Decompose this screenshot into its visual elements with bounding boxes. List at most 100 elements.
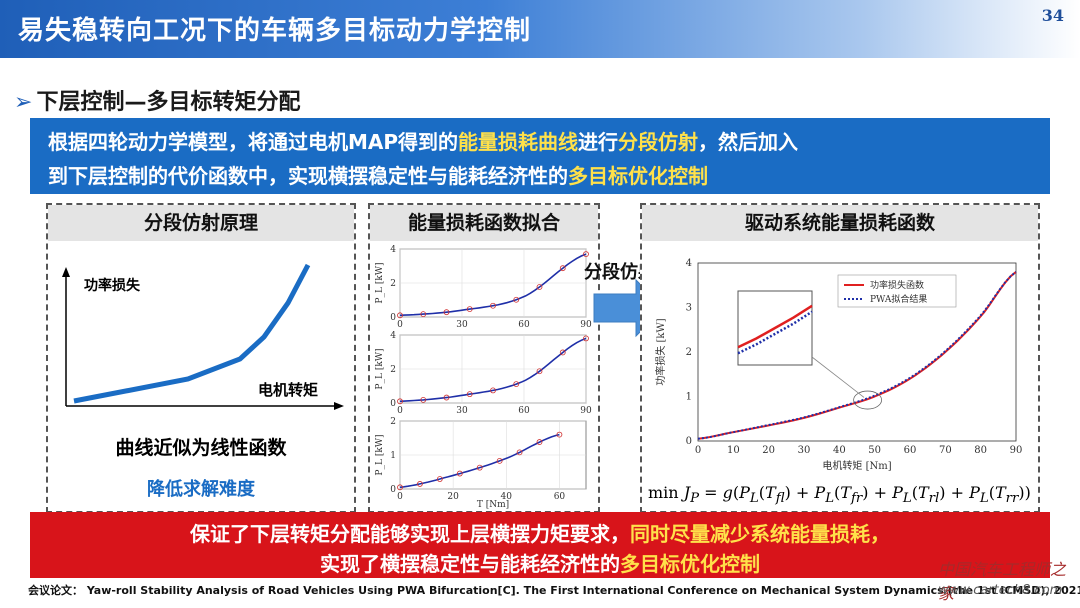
watermark-url: www.cartech8.com [938, 583, 1063, 598]
data-point [513, 381, 520, 388]
watermark-text: 中国汽车工程师之家 [938, 560, 1067, 603]
citation: 会议论文： Yaw-roll Stability Analysis of Roa… [28, 584, 1080, 597]
pwa-fit-line [697, 271, 1017, 440]
y-tick-label: 2 [390, 365, 396, 375]
data-point [456, 470, 463, 477]
x-tick-label: 0 [695, 445, 701, 456]
panel-title: 分段仿射原理 [48, 205, 354, 241]
x-tick-label: 20 [447, 492, 459, 502]
data-point [417, 481, 423, 487]
y-tick-label: 4 [390, 331, 396, 341]
title-bar [0, 0, 1080, 58]
x-tick-label: 70 [939, 445, 952, 456]
x-tick-label: 0 [397, 492, 403, 502]
data-point [513, 296, 520, 303]
y-axis-label: P_L [kW] [375, 434, 385, 475]
x-tick-label: 30 [456, 320, 468, 330]
x-tick-label: 60 [554, 492, 566, 502]
data-point [466, 391, 473, 398]
summary-line-2: 到下层控制的代价函数中，实现横摆稳定性与能耗经济性的多目标优化控制 [48, 160, 708, 189]
data-point [556, 431, 563, 438]
data-point [397, 484, 403, 491]
y-tick-label: 2 [390, 417, 396, 427]
panel-drive-loss: 驱动系统能量损耗函数 0 1 2 3 4 0 10 20 30 40 50 60 70 80 90 功率损失函… [640, 203, 1040, 513]
x-tick-label: 50 [868, 445, 881, 456]
zoom-fit-line [737, 310, 813, 355]
panel-pwa-principle: 分段仿射原理 功率损失 电机转矩 曲线近似为线性函数 降低求解难度 [46, 203, 356, 513]
panel-loss-fit: 能量损耗函数拟合 0 2 4 0 30 60 90 P_L [kW] 0 2 4 0 30 60 90 P_L… [368, 203, 600, 513]
section-title: 下层控制—多目标转矩分配 [36, 90, 301, 115]
zoom-pointer [811, 356, 865, 398]
conclusion-highlight: 多目标优化控制 [620, 552, 760, 576]
data-point [466, 306, 473, 313]
x-axis-label: 电机转矩 [258, 381, 319, 399]
x-tick-label: 40 [833, 445, 846, 456]
y-axis-label: P_L [kW] [375, 262, 385, 303]
conclusion-text: 保证了下层转矩分配能够实现上层横摆力矩要求， [190, 522, 630, 546]
data-point [496, 457, 503, 464]
x-tick-label: 0 [397, 320, 403, 330]
y-tick-label: 2 [686, 347, 692, 358]
y-axis-label: 功率损失 [84, 278, 140, 294]
x-tick-label: 40 [501, 492, 513, 502]
data-point [443, 309, 450, 316]
y-tick-label: 0 [390, 485, 396, 495]
y-tick-label: 1 [686, 392, 692, 403]
x-tick-label: 60 [518, 320, 530, 330]
slide-title: 易失稳转向工况下的车辆多目标动力学控制 [18, 16, 532, 46]
x-tick-label: 80 [974, 445, 987, 456]
x-tick-label: 10 [727, 445, 740, 456]
data-point [536, 368, 543, 375]
y-axis-label: P_L [kW] [375, 348, 385, 389]
conclusion-line-2: 实现了横摆稳定性与能耗经济性的多目标优化控制 [30, 548, 1050, 577]
summary-text: 到下层控制的代价函数中，实现横摆稳定性与能耗经济性的 [48, 164, 568, 188]
legend-box [837, 274, 957, 308]
fit-line [399, 253, 587, 317]
x-tick-label: 90 [580, 406, 592, 416]
data-point [583, 335, 589, 342]
legend-label: PWA拟合结果 [870, 293, 927, 305]
y-tick-label: 1 [390, 451, 396, 461]
x-tick-label: 20 [762, 445, 775, 456]
y-tick-label: 0 [390, 313, 396, 323]
fit-line [399, 433, 560, 489]
x-tick-label: 90 [1010, 445, 1023, 456]
data-point [476, 464, 483, 471]
x-tick-label: 0 [397, 406, 403, 416]
conclusion-line-1: 保证了下层转矩分配能够实现上层横摆力矩要求，同时尽量减少系统能量损耗， [30, 518, 1050, 547]
x-tick-label: 30 [798, 445, 811, 456]
conclusion-text: 实现了横摆稳定性与能耗经济性的 [320, 552, 620, 576]
y-axis-arrow-icon [62, 267, 70, 277]
data-point [516, 449, 523, 456]
bullet-arrow-icon: ➢ [14, 90, 33, 115]
x-tick-label: 60 [518, 406, 530, 416]
panel-title: 驱动系统能量损耗函数 [642, 205, 1038, 241]
summary-line-1: 根据四轮动力学模型，将通过电机MAP得到的能量损耗曲线进行分段仿射，然后加入 [48, 126, 798, 155]
page-number: 34 [1041, 6, 1064, 25]
summary-highlight: 多目标优化控制 [568, 164, 708, 188]
conclusion-box: 保证了下层转矩分配能够实现上层横摆力矩要求，同时尽量减少系统能量损耗， 实现了横… [30, 512, 1050, 578]
data-point [536, 284, 543, 290]
conclusion-highlight: 同时尽量减少系统能量损耗， [630, 522, 890, 546]
zoom-loss-line [737, 304, 813, 349]
x-tick-label: 90 [580, 320, 592, 330]
section-heading: ➢ 下层控制—多目标转矩分配 [14, 84, 300, 116]
panel-title: 能量损耗函数拟合 [370, 205, 598, 241]
data-point [397, 398, 403, 405]
y-tick-label: 2 [390, 279, 396, 289]
y-tick-label: 4 [686, 258, 692, 269]
zoom-marker [853, 390, 883, 410]
data-point [420, 396, 427, 403]
left-subcaption: 降低求解难度 [147, 479, 255, 500]
x-axis-label: T [Nm] [477, 500, 509, 510]
y-tick-label: 0 [390, 399, 396, 409]
summary-highlight: 能量损耗曲线 [458, 130, 579, 154]
summary-highlight: 分段仿射 [618, 130, 699, 154]
pwa-curve [73, 263, 311, 404]
x-tick-label: 30 [456, 406, 468, 416]
summary-box: 根据四轮动力学模型，将通过电机MAP得到的能量损耗曲线进行分段仿射，然后加入 到… [30, 118, 1050, 194]
cost-formula: min JP = g(PL(Tfl) + PL(Tfr) + PL(Trl) +… [648, 483, 1031, 507]
x-tick-label: 60 [904, 445, 917, 456]
